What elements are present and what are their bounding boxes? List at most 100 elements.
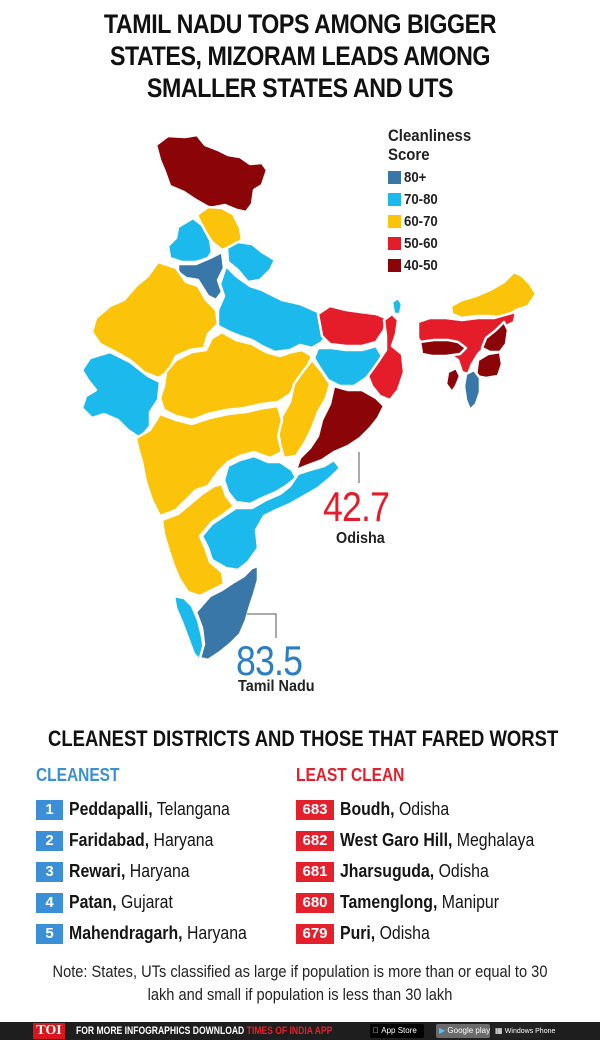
list-item: 680 Tamenglong, Manipur — [296, 887, 561, 918]
rank-badge: 3 — [36, 861, 63, 882]
region-gujarat — [80, 350, 162, 440]
region-west-bengal — [366, 312, 406, 402]
district-name: Peddapalli, — [69, 799, 153, 819]
region-manipur — [474, 350, 504, 380]
legend-swatch — [388, 259, 401, 272]
region-mizoram — [462, 368, 482, 412]
region-telangana — [222, 454, 298, 506]
district-name: Rewari, — [69, 861, 126, 881]
region-odisha — [294, 384, 386, 472]
list-item: 683 Boudh, Odisha — [296, 794, 561, 825]
least-clean-column: LEAST CLEAN 683 Boudh, Odisha 682 West G… — [296, 764, 561, 949]
state-name: Haryana — [182, 923, 247, 943]
rank-badge: 1 — [36, 799, 63, 820]
region-bihar — [316, 304, 388, 348]
apple-icon:  — [373, 1026, 379, 1035]
list-item: 3 Rewari, Haryana — [36, 856, 271, 887]
state-name: Odisha — [375, 923, 430, 943]
region-sikkim — [390, 296, 404, 316]
district-name: Faridabad, — [69, 830, 150, 850]
footer-banner: TOI FOR MORE INFOGRAPHICS DOWNLOAD TIMES… — [0, 1022, 600, 1040]
state-name: Telangana — [152, 799, 230, 819]
district-name: West Garo Hill, — [340, 830, 453, 850]
state-name: Odisha — [394, 799, 450, 819]
title-line: SMALLER STATES AND UTS — [146, 73, 454, 103]
app-store-badge[interactable]:  App Store — [370, 1024, 424, 1038]
legend-item: 80+ — [388, 169, 483, 186]
district-name: Patan, — [69, 892, 117, 912]
rank-badge: 679 — [296, 923, 334, 944]
region-uttar-pradesh — [216, 264, 336, 354]
tamil-nadu-label: Tamil Nadu — [238, 678, 315, 695]
play-icon: ▶ — [439, 1026, 446, 1035]
windows-phone-badge[interactable]: ▦ Windows Phone — [492, 1024, 555, 1038]
region-kerala — [172, 594, 206, 662]
rank-badge: 683 — [296, 799, 334, 820]
region-rajasthan — [90, 260, 220, 380]
footer-brand: TIMES OF INDIA APP — [246, 1025, 333, 1037]
footer-promo-text: FOR MORE INFOGRAPHICS DOWNLOAD TIMES OF … — [76, 1025, 333, 1037]
region-arunachal-pradesh — [449, 270, 538, 320]
legend-item: 60-70 — [388, 213, 483, 230]
list-item: 5 Mahendragarh, Haryana — [36, 918, 271, 949]
state-name: Haryana — [125, 861, 190, 881]
rank-badge: 682 — [296, 830, 334, 851]
district-name: Puri, — [340, 923, 376, 943]
district-name: Jharsuguda, — [340, 861, 435, 881]
state-name: Odisha — [434, 861, 489, 881]
list-item: 679 Puri, Odisha — [296, 918, 561, 949]
district-name: Mahendragarh, — [69, 923, 183, 943]
rank-badge: 681 — [296, 861, 334, 882]
legend-item: 50-60 — [388, 235, 483, 252]
list-item: 681 Jharsuguda, Odisha — [296, 856, 561, 887]
india-map — [80, 133, 538, 662]
google-play-badge[interactable]: ▶ Google play — [436, 1024, 490, 1038]
region-andhra-pradesh — [200, 458, 342, 572]
legend-swatch — [388, 237, 401, 250]
cleanest-column: CLEANEST 1 Peddapalli, Telangana 2 Farid… — [36, 764, 271, 949]
district-name: Boudh, — [340, 799, 395, 819]
legend-item: 70-80 — [388, 191, 483, 208]
region-meghalaya — [418, 338, 468, 358]
tamil-nadu-score: 83.5 — [236, 637, 303, 684]
region-punjab — [166, 216, 214, 264]
districts-section-title: CLEANEST DISTRICTS AND THOSE THAT FARED … — [48, 726, 559, 751]
legend-title: Cleanliness Score — [388, 126, 472, 164]
odisha-score: 42.7 — [323, 483, 390, 530]
district-name: Tamenglong, — [340, 892, 438, 912]
state-name: Haryana — [149, 830, 214, 850]
list-item: 682 West Garo Hill, Meghalaya — [296, 825, 561, 856]
region-uttarakhand — [225, 240, 277, 284]
tamil-nadu-callout-line — [247, 613, 277, 638]
title-line: STATES, MIZORAM LEADS AMONG — [109, 41, 491, 71]
list-item: 2 Faridabad, Haryana — [36, 825, 271, 856]
region-tripura — [444, 366, 462, 394]
list-item: 1 Peddapalli, Telangana — [36, 794, 271, 825]
region-tamil-nadu — [194, 564, 260, 662]
region-karnataka — [160, 482, 236, 598]
least-clean-heading: LEAST CLEAN — [296, 765, 405, 785]
cleanest-heading: CLEANEST — [36, 765, 120, 785]
state-name: Manipur — [437, 892, 500, 912]
rank-badge: 4 — [36, 892, 63, 913]
footnote: Note: States, UTs classified as large if… — [52, 962, 548, 1004]
rank-badge: 5 — [36, 923, 63, 944]
toi-logo: TOI — [33, 1023, 65, 1039]
region-maharashtra — [134, 404, 284, 518]
legend-swatch — [388, 215, 401, 228]
legend-swatch — [388, 171, 401, 184]
region-nagaland — [480, 320, 510, 354]
windows-icon: ▦ — [495, 1026, 503, 1035]
title-line: TAMIL NADU TOPS AMONG BIGGER — [103, 9, 497, 39]
map-legend: Cleanliness Score 80+ 70-80 60-70 50-60 … — [388, 126, 483, 274]
infographic-title: TAMIL NADU TOPS AMONG BIGGER STATES, MIZ… — [42, 8, 558, 104]
rank-badge: 680 — [296, 892, 334, 913]
rank-badge: 2 — [36, 830, 63, 851]
odisha-label: Odisha — [336, 530, 385, 547]
legend-swatch — [388, 193, 401, 206]
state-name: Gujarat — [116, 892, 173, 912]
legend-item: 40-50 — [388, 257, 483, 274]
region-jammu-kashmir — [154, 133, 269, 214]
state-name: Meghalaya — [452, 830, 535, 850]
list-item: 4 Patan, Gujarat — [36, 887, 271, 918]
